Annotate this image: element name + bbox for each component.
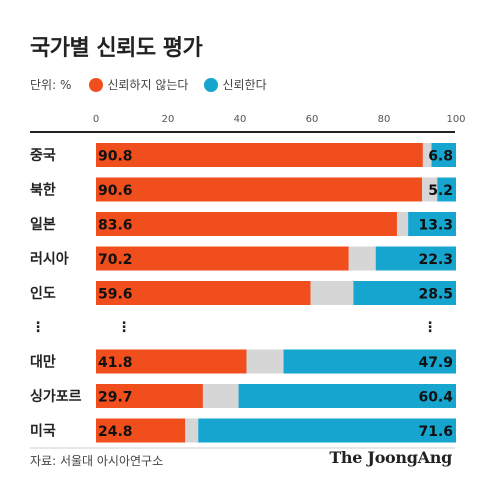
x-tick-label: 100 xyxy=(446,114,465,125)
x-tick-label: 80 xyxy=(378,114,391,125)
bar-segment xyxy=(185,418,199,443)
bar-segment xyxy=(96,418,186,443)
bar-segment xyxy=(422,177,438,202)
bar-segment xyxy=(246,349,284,374)
legend-item-distrust: 신뢰하지 않는다 xyxy=(89,76,188,93)
category-label: 중국 xyxy=(30,148,56,164)
data-label: 83.6 xyxy=(98,218,133,234)
data-label: 90.6 xyxy=(98,183,133,199)
bar-segment xyxy=(96,281,311,305)
legend-item-trust: 신뢰한다 xyxy=(204,76,267,93)
bar-segment xyxy=(96,177,423,202)
bar-segment xyxy=(283,349,456,374)
data-label: 59.6 xyxy=(98,287,133,303)
bar-segment xyxy=(348,246,376,271)
data-label: 6.8 xyxy=(428,149,453,165)
data-label: 71.6 xyxy=(418,424,453,440)
chart-top-rule xyxy=(30,131,455,133)
source-note: 자료: 서울대 아시아연구소 xyxy=(30,454,164,468)
page-title: 국가별 신뢰도 평가 xyxy=(30,36,203,61)
data-label: 90.8 xyxy=(98,149,133,165)
bar-segment xyxy=(353,281,456,305)
bar-segment xyxy=(437,177,456,202)
data-label: 70.2 xyxy=(98,252,133,268)
data-label: 41.8 xyxy=(98,355,133,371)
bar-segment xyxy=(396,212,409,236)
legend-label-distrust: 신뢰하지 않는다 xyxy=(107,78,189,92)
ellipsis-mark: ⋮ xyxy=(31,319,45,335)
legend: 단위: % 신뢰하지 않는다 신뢰한다 xyxy=(30,76,283,93)
bar-segment xyxy=(238,384,456,408)
ellipsis-mark: ⋮ xyxy=(117,319,131,335)
bar-segment xyxy=(96,349,247,374)
category-label: 인도 xyxy=(30,285,56,302)
data-label: 28.5 xyxy=(418,287,453,303)
x-tick-label: 40 xyxy=(234,114,247,125)
bar-segment xyxy=(198,418,457,443)
bar-segment xyxy=(408,212,456,236)
data-label: 29.7 xyxy=(98,390,133,406)
data-label: 22.3 xyxy=(418,252,453,268)
data-label: 24.8 xyxy=(98,424,133,440)
legend-swatch-distrust xyxy=(89,77,104,92)
x-tick-label: 60 xyxy=(306,114,319,125)
data-label: 13.3 xyxy=(418,218,453,234)
category-label: 대만 xyxy=(30,355,56,371)
data-label: 60.4 xyxy=(418,390,453,406)
bar-segment xyxy=(431,143,456,167)
category-label: 일본 xyxy=(30,217,56,233)
category-label: 싱가포르 xyxy=(30,389,82,405)
ellipsis-mark: ⋮ xyxy=(423,319,437,335)
x-tick-label: 0 xyxy=(93,114,99,125)
bar-segment xyxy=(310,281,354,305)
bar-segment xyxy=(202,384,239,408)
bar-segment xyxy=(96,384,203,408)
category-label: 북한 xyxy=(30,183,56,199)
chart-bottom-rule xyxy=(30,447,455,449)
bar-segment xyxy=(422,143,432,167)
legend-label-trust: 신뢰한다 xyxy=(222,78,267,92)
bar-segment xyxy=(96,143,423,167)
category-label: 러시아 xyxy=(30,251,69,268)
bar-segment xyxy=(96,246,349,271)
bar-segment xyxy=(375,246,456,271)
legend-swatch-trust xyxy=(204,77,219,92)
unit-label: 단위: % xyxy=(30,78,72,92)
x-tick-label: 20 xyxy=(162,114,175,125)
data-label: 5.2 xyxy=(428,183,453,199)
bar-segment xyxy=(96,212,397,236)
category-label: 미국 xyxy=(30,424,56,440)
brand-logo: The JoongAng xyxy=(329,448,452,467)
data-label: 47.9 xyxy=(418,355,453,371)
